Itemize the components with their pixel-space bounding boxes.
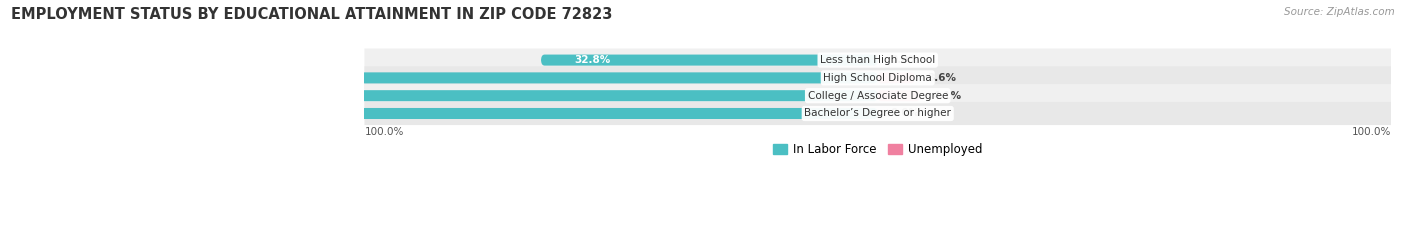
FancyBboxPatch shape bbox=[1, 90, 877, 101]
Text: Bachelor’s Degree or higher: Bachelor’s Degree or higher bbox=[804, 109, 950, 119]
FancyBboxPatch shape bbox=[364, 102, 1391, 125]
FancyBboxPatch shape bbox=[877, 90, 920, 101]
Text: Source: ZipAtlas.com: Source: ZipAtlas.com bbox=[1284, 7, 1395, 17]
FancyBboxPatch shape bbox=[364, 66, 1391, 89]
Text: 32.8%: 32.8% bbox=[574, 55, 610, 65]
Text: High School Diploma: High School Diploma bbox=[824, 73, 932, 83]
FancyBboxPatch shape bbox=[364, 48, 1391, 72]
Text: 100.0%: 100.0% bbox=[364, 127, 404, 137]
Text: 85.4%: 85.4% bbox=[34, 91, 70, 101]
FancyBboxPatch shape bbox=[364, 84, 1391, 107]
Text: 100.0%: 100.0% bbox=[1351, 127, 1391, 137]
Text: 85.4%: 85.4% bbox=[34, 109, 70, 119]
Text: Less than High School: Less than High School bbox=[820, 55, 935, 65]
FancyBboxPatch shape bbox=[1, 108, 877, 119]
Text: 66.0%: 66.0% bbox=[233, 73, 270, 83]
FancyBboxPatch shape bbox=[877, 72, 915, 83]
Text: 4.1%: 4.1% bbox=[932, 91, 962, 101]
Text: 0.0%: 0.0% bbox=[890, 55, 920, 65]
Text: 0.0%: 0.0% bbox=[890, 109, 920, 119]
Legend: In Labor Force, Unemployed: In Labor Force, Unemployed bbox=[768, 138, 987, 161]
Text: EMPLOYMENT STATUS BY EDUCATIONAL ATTAINMENT IN ZIP CODE 72823: EMPLOYMENT STATUS BY EDUCATIONAL ATTAINM… bbox=[11, 7, 613, 22]
FancyBboxPatch shape bbox=[541, 55, 877, 66]
FancyBboxPatch shape bbox=[200, 72, 877, 83]
Text: 3.6%: 3.6% bbox=[927, 73, 956, 83]
Text: College / Associate Degree: College / Associate Degree bbox=[807, 91, 948, 101]
